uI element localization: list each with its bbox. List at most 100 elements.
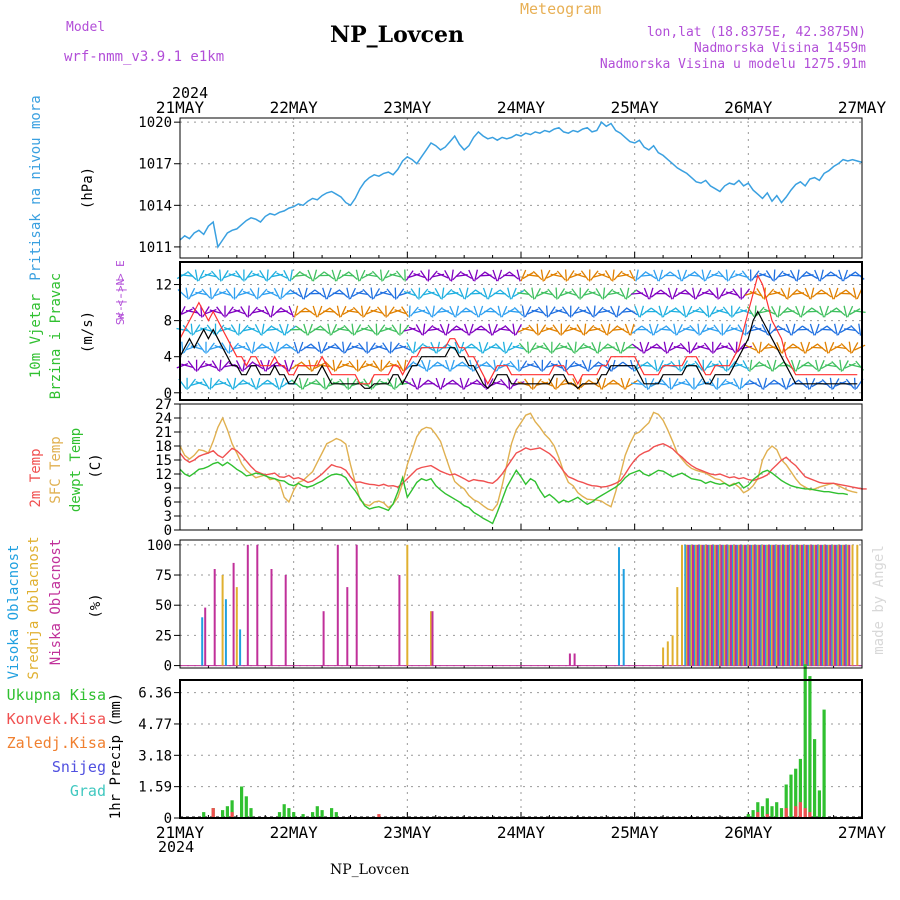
wind-barb	[701, 269, 706, 282]
wind-barb	[773, 379, 785, 388]
wind-barb	[240, 306, 248, 318]
wind-barb	[744, 291, 757, 296]
high-cloud-bar	[698, 544, 701, 666]
wind-barb	[195, 291, 208, 296]
wind-barb	[809, 323, 815, 336]
wind-barb	[200, 327, 212, 332]
low-cloud-bar	[322, 611, 325, 666]
wind-barb	[485, 361, 495, 371]
wind-barb	[749, 290, 762, 297]
mid-cloud-bar	[766, 544, 769, 666]
wind-barb	[683, 327, 696, 332]
wind-barb	[176, 327, 189, 332]
wind-barb	[540, 269, 544, 282]
wind-barb	[415, 324, 423, 336]
wind-barb	[677, 269, 682, 282]
total-precip-bar	[277, 812, 282, 818]
wind-barb	[639, 305, 645, 318]
wind-barb	[512, 345, 525, 350]
wind-barb	[380, 327, 392, 333]
wind-barb	[183, 342, 191, 354]
high-cloud-bar	[703, 544, 706, 666]
wind-barb	[465, 307, 477, 316]
x-tick-label-bottom: 24MAY	[497, 823, 546, 842]
wind-barb	[375, 323, 378, 336]
wind-barb	[838, 269, 844, 282]
wind-barb	[844, 362, 856, 369]
mid-cloud-bar	[671, 635, 674, 666]
wind-barb	[348, 360, 358, 371]
wind-barb	[681, 269, 688, 282]
wind-barb	[403, 290, 416, 297]
wind-barb	[394, 377, 397, 390]
wind-barb	[749, 380, 761, 388]
wind-barb	[370, 345, 383, 351]
wind-barb	[717, 270, 727, 281]
wind-barb	[346, 287, 351, 300]
low-cloud-bar	[734, 544, 737, 666]
mid-cloud-bar	[752, 544, 755, 666]
wind-compass: W <-|-> E	[114, 260, 127, 320]
wind-barb	[439, 323, 446, 336]
high-cloud-bar	[693, 544, 696, 666]
mid-cloud-bar	[785, 544, 788, 666]
wind-barb	[765, 270, 774, 281]
wind-barb	[550, 273, 563, 278]
wind-barb	[243, 380, 255, 388]
wind-barb	[624, 323, 631, 336]
wind-barb	[693, 271, 704, 280]
low-cloud-bar	[815, 544, 818, 666]
high-cloud-bar	[840, 544, 843, 666]
wind-barb	[451, 290, 463, 298]
wind-barb	[800, 305, 805, 318]
low-cloud-bar	[772, 544, 775, 666]
wind-barb	[702, 291, 715, 296]
wind-barb	[187, 378, 197, 389]
x-tick-label-top: 25MAY	[611, 98, 660, 117]
high-cloud-bar	[807, 544, 810, 666]
wind-barb	[593, 326, 605, 333]
mid-cloud-bar	[737, 544, 740, 666]
wind-barb	[508, 271, 520, 280]
high-cloud-bar	[779, 544, 781, 666]
wind-barb	[591, 342, 598, 354]
wind-barb	[815, 359, 820, 372]
wind-barb	[411, 378, 418, 390]
low-cloud-bar	[270, 569, 273, 666]
model-label: Model	[66, 20, 106, 35]
conv-precip-bar	[765, 814, 769, 818]
wind-barb	[318, 364, 331, 368]
wind-barb	[532, 270, 543, 281]
wind-barb	[478, 341, 483, 354]
high-cloud-bar	[783, 544, 786, 666]
wind-barb	[669, 344, 681, 351]
mid-cloud-bar	[430, 611, 432, 666]
wind-barb	[824, 341, 829, 354]
mid-cloud-bar	[728, 544, 731, 666]
wind-barb	[853, 344, 866, 351]
low-cloud-bar	[739, 544, 742, 666]
wind-barb	[367, 324, 377, 335]
wind-barb	[640, 364, 653, 367]
wind-barb	[635, 269, 639, 282]
wind-barb	[804, 341, 811, 354]
temp-label-sfc: SFC Temp	[48, 436, 64, 503]
wind-barb	[826, 325, 837, 334]
panel-frame-pressure	[179, 117, 863, 259]
wind-barb	[479, 364, 492, 368]
wind-barb	[247, 273, 260, 278]
wind-barb	[658, 305, 664, 318]
wind-barb	[796, 269, 800, 282]
wind-barb	[426, 359, 431, 372]
wind-barb	[470, 382, 483, 386]
wind-barb	[419, 288, 429, 299]
wind-barb	[547, 288, 557, 299]
wind-barb	[335, 360, 343, 372]
wind-barb	[188, 287, 196, 300]
wind-barb	[512, 323, 516, 336]
wind-barb	[810, 287, 815, 300]
panel-frames	[179, 117, 863, 819]
wind-barb	[503, 363, 516, 368]
wind-barb	[833, 287, 839, 300]
low-cloud-bar	[767, 544, 770, 666]
